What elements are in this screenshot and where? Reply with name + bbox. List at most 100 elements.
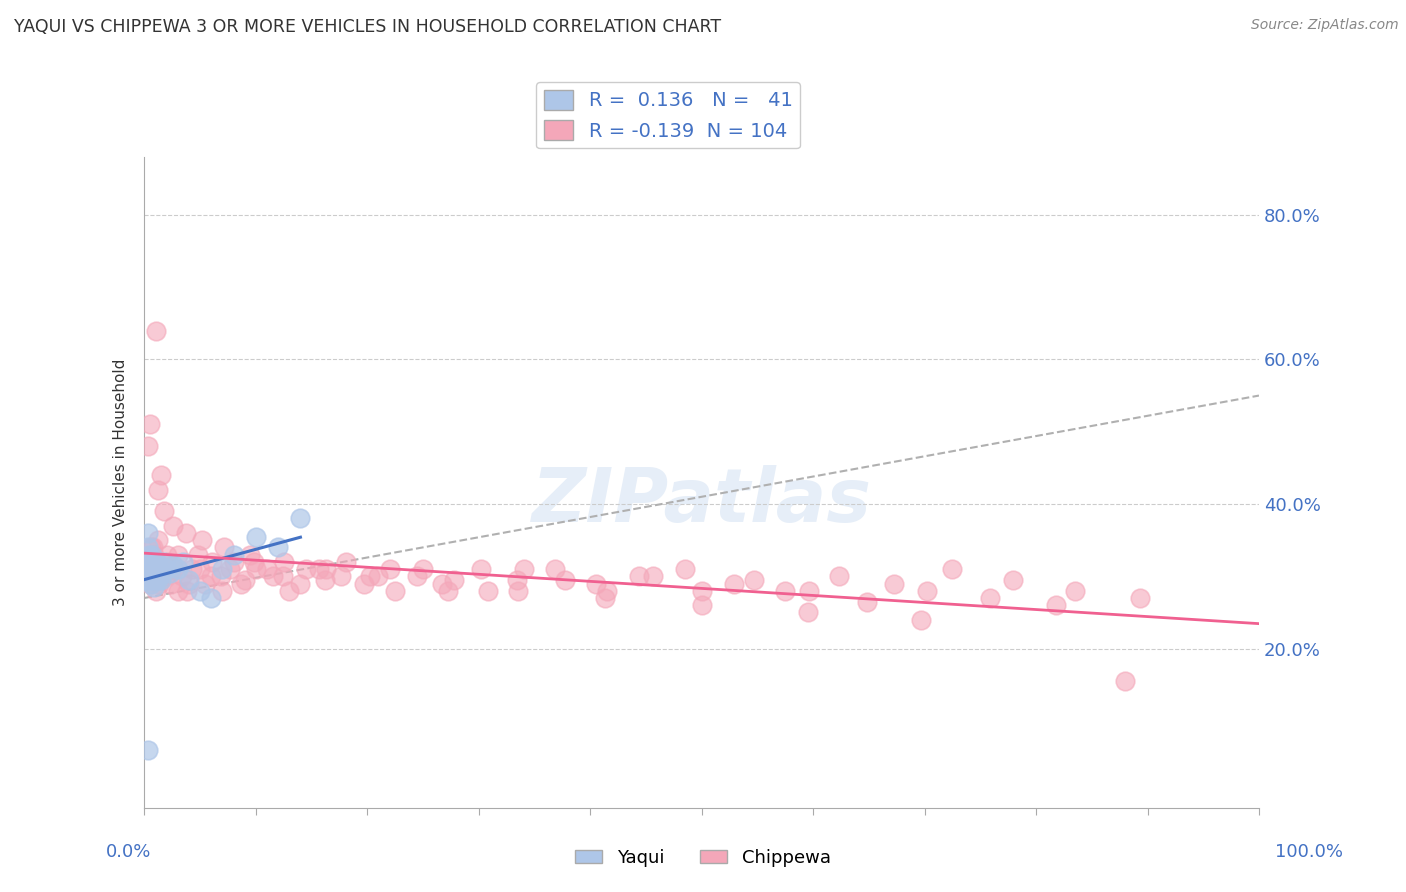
Point xyxy=(142,558,165,573)
Point xyxy=(742,573,765,587)
Point xyxy=(308,562,330,576)
Point xyxy=(239,548,262,562)
Point xyxy=(596,583,619,598)
Point xyxy=(245,529,267,543)
Point xyxy=(775,583,797,598)
Point xyxy=(177,573,200,587)
Point xyxy=(470,562,492,576)
Point xyxy=(138,562,160,576)
Point xyxy=(146,573,169,587)
Point xyxy=(146,483,169,497)
Point xyxy=(231,576,253,591)
Point xyxy=(201,555,224,569)
Point xyxy=(543,562,565,576)
Point xyxy=(278,583,301,598)
Text: 100.0%: 100.0% xyxy=(1275,843,1343,861)
Point xyxy=(142,569,165,583)
Point xyxy=(359,569,381,583)
Point xyxy=(149,562,172,576)
Text: 0.0%: 0.0% xyxy=(105,843,150,861)
Point xyxy=(139,558,162,573)
Point xyxy=(159,566,181,580)
Point xyxy=(436,583,458,598)
Point xyxy=(145,573,167,587)
Text: YAQUI VS CHIPPEWA 3 OR MORE VEHICLES IN HOUSEHOLD CORRELATION CHART: YAQUI VS CHIPPEWA 3 OR MORE VEHICLES IN … xyxy=(14,18,721,36)
Point xyxy=(295,562,318,576)
Point xyxy=(412,562,434,576)
Point xyxy=(329,569,352,583)
Point xyxy=(153,504,176,518)
Point xyxy=(142,541,165,555)
Point xyxy=(156,548,179,562)
Point xyxy=(150,562,173,576)
Point xyxy=(200,591,222,605)
Point xyxy=(143,569,166,583)
Point xyxy=(145,324,167,338)
Point xyxy=(690,583,713,598)
Point xyxy=(188,583,211,598)
Point xyxy=(139,576,162,591)
Point xyxy=(181,562,204,576)
Point xyxy=(245,562,267,576)
Point xyxy=(797,583,820,598)
Point xyxy=(384,583,406,598)
Point xyxy=(156,562,179,576)
Point xyxy=(139,576,162,591)
Point xyxy=(142,573,165,587)
Point xyxy=(290,511,312,525)
Point xyxy=(172,555,194,569)
Point xyxy=(187,548,209,562)
Point xyxy=(723,576,745,591)
Point xyxy=(1045,598,1067,612)
Point xyxy=(163,562,186,576)
Point xyxy=(160,576,183,591)
Point xyxy=(155,569,177,583)
Point xyxy=(150,566,173,580)
Point xyxy=(145,555,167,569)
Point xyxy=(146,533,169,548)
Point xyxy=(139,541,162,555)
Point xyxy=(145,562,167,576)
Point xyxy=(690,598,713,612)
Point xyxy=(162,562,184,576)
Point xyxy=(219,562,242,576)
Point xyxy=(148,576,170,591)
Point xyxy=(979,591,1001,605)
Point xyxy=(162,558,184,573)
Point xyxy=(506,583,529,598)
Point xyxy=(593,591,616,605)
Point xyxy=(139,562,162,576)
Point xyxy=(267,541,290,555)
Point xyxy=(233,573,256,587)
Point xyxy=(883,576,905,591)
Point xyxy=(367,569,389,583)
Point xyxy=(378,562,401,576)
Point xyxy=(172,569,194,583)
Legend: R =  0.136   N =   41, R = -0.139  N = 104: R = 0.136 N = 41, R = -0.139 N = 104 xyxy=(536,82,800,148)
Point xyxy=(138,562,160,576)
Point xyxy=(136,439,159,453)
Point xyxy=(855,594,877,608)
Point xyxy=(430,576,453,591)
Point xyxy=(828,569,851,583)
Point xyxy=(191,533,214,548)
Point xyxy=(138,548,160,562)
Point xyxy=(194,576,217,591)
Point xyxy=(166,583,188,598)
Point xyxy=(145,583,167,598)
Point xyxy=(176,583,198,598)
Point xyxy=(148,569,170,583)
Point xyxy=(505,573,527,587)
Text: ZIPatlas: ZIPatlas xyxy=(531,466,872,539)
Point xyxy=(273,555,295,569)
Point xyxy=(136,541,159,555)
Point xyxy=(188,562,211,576)
Point xyxy=(143,580,166,594)
Point xyxy=(554,573,576,587)
Point xyxy=(141,548,163,562)
Y-axis label: 3 or more Vehicles in Household: 3 or more Vehicles in Household xyxy=(114,359,128,606)
Point xyxy=(673,562,696,576)
Point xyxy=(139,551,162,566)
Point xyxy=(315,562,337,576)
Point xyxy=(477,583,499,598)
